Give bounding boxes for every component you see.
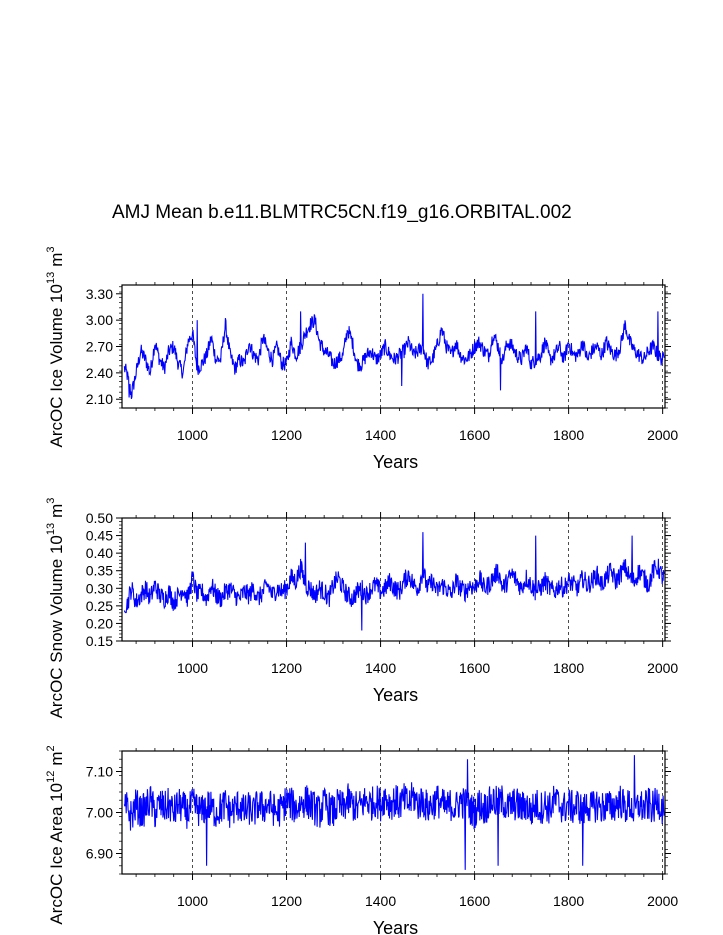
y-axis-label-unit: m: [47, 751, 66, 765]
y-tick-label: 3.30: [86, 286, 113, 302]
y-tick-label: 7.00: [86, 805, 113, 821]
y-tick-label: 2.40: [86, 365, 113, 381]
chart-ice-area: 1000 1200 1400 1600 1800 2000 6.90 7.00 7.10 Year…: [45, 745, 678, 935]
chart-panels: 1000 1200 1400 1600 1800 2000 2.10 2.40 2.70 3.00…: [45, 246, 678, 935]
y-axis-label-exponent: 13: [45, 523, 57, 535]
y-axis-label-exponent: 13: [45, 272, 57, 284]
x-axis-label: Years: [373, 685, 418, 705]
x-tick-label: 2000: [647, 427, 678, 443]
x-tick-label: 2000: [647, 893, 678, 909]
y-axis-label-unit-exponent: 3: [45, 246, 57, 252]
x-tick-label: 1600: [459, 893, 490, 909]
y-tick-label: 2.70: [86, 339, 113, 355]
x-axis-label: Years: [373, 452, 418, 472]
y-axis-label-unit: m: [47, 504, 66, 518]
y-tick-label: 6.90: [86, 846, 113, 862]
x-tick-label: 1400: [365, 660, 396, 676]
y-tick-label: 2.10: [86, 391, 113, 407]
y-axis-label-unit-exponent: 3: [45, 498, 57, 504]
x-tick-label: 1600: [459, 660, 490, 676]
series-line: [123, 532, 665, 631]
y-axis-label-unit-exponent: 2: [45, 745, 57, 751]
x-tick-label: 1200: [271, 660, 302, 676]
chart-ice-volume: 1000 1200 1400 1600 1800 2000 2.10 2.40 2.70 3.00…: [45, 246, 678, 472]
y-tick-label: 0.50: [86, 510, 113, 526]
y-axis-label-text: ArcOC Ice Volume 10: [47, 284, 66, 447]
y-tick-label: 0.30: [86, 580, 113, 596]
x-tick-label: 1600: [459, 427, 490, 443]
y-axis-label-text: ArcOC Ice Area 10: [47, 783, 66, 925]
y-axis-label-text: ArcOC Snow Volume 10: [47, 535, 66, 718]
y-axis-label-exponent: 12: [45, 771, 57, 783]
x-tick-label: 2000: [647, 660, 678, 676]
y-tick-label: 3.00: [86, 312, 113, 328]
x-tick-label: 1200: [271, 427, 302, 443]
y-tick-label: 0.20: [86, 615, 113, 631]
y-tick-label: 0.15: [86, 633, 113, 649]
x-tick-label: 1400: [365, 427, 396, 443]
y-tick-label: 7.10: [86, 764, 113, 780]
x-tick-label: 1000: [177, 660, 208, 676]
plot-frame: [121, 517, 666, 642]
x-tick-label: 1800: [553, 893, 584, 909]
series-line: [123, 755, 665, 870]
x-tick-label: 1000: [177, 893, 208, 909]
series-line: [123, 293, 665, 399]
x-tick-label: 1200: [271, 893, 302, 909]
x-axis-label: Years: [373, 918, 418, 935]
y-tick-label: 0.35: [86, 563, 113, 579]
y-tick-label: 0.25: [86, 598, 113, 614]
y-axis-label: ArcOC Ice Area 1012 m2: [45, 745, 66, 924]
y-tick-label: 0.40: [86, 545, 113, 561]
y-axis-label: ArcOC Snow Volume 1013 m3: [45, 498, 66, 719]
x-tick-label: 1800: [553, 427, 584, 443]
y-tick-label: 0.45: [86, 528, 113, 544]
y-axis-label-unit: m: [47, 253, 66, 267]
x-tick-label: 1400: [365, 893, 396, 909]
y-axis-label: ArcOC Ice Volume 1013 m3: [45, 246, 66, 447]
x-tick-label: 1000: [177, 427, 208, 443]
x-tick-label: 1800: [553, 660, 584, 676]
chart-snow-volume: 1000 1200 1400 1600 1800 2000 0.15 0.200.25 0.30…: [45, 498, 678, 719]
figure-title: AMJ Mean b.e11.BLMTRC5CN.f19_g16.ORBITAL…: [112, 202, 572, 223]
